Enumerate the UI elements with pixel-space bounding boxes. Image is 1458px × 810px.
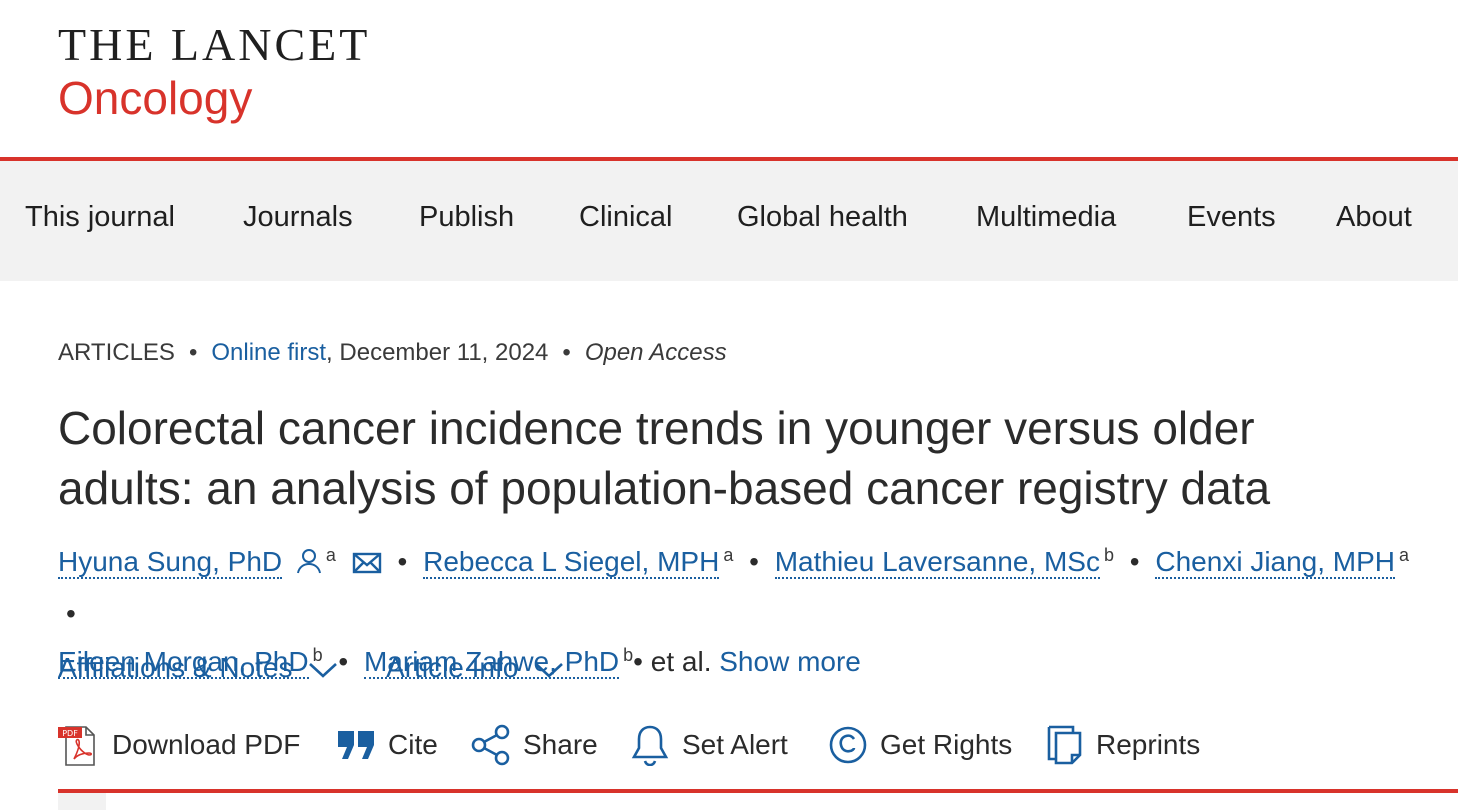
masthead: THE LANCET Oncology [0, 0, 1458, 158]
author-link[interactable]: Eileen Morgan, PhD [58, 646, 309, 679]
chevron-down-icon [309, 663, 338, 678]
nav-item-clinical[interactable]: Clinical [579, 201, 673, 233]
quote-icon [338, 729, 376, 761]
affiliation-sup: a [723, 544, 734, 565]
nav-item-journals[interactable]: Journals [243, 201, 353, 233]
reprints-icon [1046, 724, 1084, 766]
author-separator: • [66, 598, 76, 629]
share-button[interactable]: Share [471, 720, 598, 770]
download-pdf-button[interactable]: PDF Download PDF [58, 720, 300, 770]
affiliations-notes-toggle[interactable]: Affiliations & Notes [58, 652, 338, 684]
author-link[interactable]: Rebecca L Siegel, MPH [423, 546, 720, 579]
author-separator: • [633, 646, 643, 677]
reprints-label: Reprints [1096, 729, 1201, 760]
svg-text:PDF: PDF [62, 729, 78, 738]
open-access-label: Open Access [584, 339, 727, 366]
pdf-icon: PDF [58, 723, 100, 767]
affiliation-sup: b [312, 644, 323, 665]
et-al-text: et al. [650, 646, 712, 677]
logo-oncology: Oncology [58, 72, 253, 124]
author-list: Hyuna Sung, PhD a • Rebecca L Siegel, MP… [58, 538, 1438, 686]
author-link[interactable]: Mathieu Laversanne, MSc [774, 546, 1100, 579]
main-nav: This journal Journals Publish Clinical G… [0, 161, 1458, 281]
bell-icon [630, 724, 670, 766]
get-rights-label: Get Rights [880, 729, 1013, 760]
email-icon[interactable] [352, 542, 382, 590]
author-separator: • [749, 546, 759, 577]
meta-separator: • [562, 339, 571, 366]
author-separator: • [1129, 546, 1140, 577]
article-type: ARTICLES [58, 339, 175, 366]
article-info-toggle[interactable]: Article Info [386, 652, 564, 684]
corresponding-author-icon [296, 542, 322, 590]
meta-separator: • [188, 339, 198, 366]
nav-item-multimedia[interactable]: Multimedia [976, 201, 1117, 233]
article-meta: ARTICLES • Online first, December 11, 2024… [58, 339, 727, 367]
affiliation-sup: a [325, 544, 336, 565]
toolbar-divider [58, 789, 1458, 793]
nav-item-global-health[interactable]: Global health [737, 201, 908, 233]
show-more-authors-link[interactable]: Show more [719, 646, 861, 677]
section-tab-stub [58, 793, 106, 810]
set-alert-button[interactable]: Set Alert [630, 720, 788, 770]
article-expanders: Affiliations & Notes Article Info [58, 652, 604, 684]
affiliations-notes-label: Affiliations & Notes [58, 652, 293, 683]
nav-item-events[interactable]: Events [1187, 201, 1276, 233]
author-link[interactable]: Mariam Zahwe, PhD [363, 646, 620, 679]
nav-item-publish[interactable]: Publish [419, 201, 515, 233]
author-link[interactable]: Chenxi Jiang, MPH [1155, 546, 1396, 579]
get-rights-button[interactable]: Get Rights [828, 720, 1012, 770]
cite-button[interactable]: Cite [338, 720, 438, 770]
affiliation-sup: b [1103, 544, 1114, 565]
set-alert-label: Set Alert [682, 729, 788, 760]
article-title: Colorectal cancer incidence trends in yo… [58, 402, 1271, 514]
share-icon [471, 724, 511, 766]
author-link[interactable]: Hyuna Sung, PhD [58, 546, 283, 579]
header-divider [0, 157, 1458, 161]
affiliation-sup: b [623, 644, 634, 665]
publication-date: , December 11, 2024 [326, 339, 549, 366]
affiliation-sup: a [1399, 544, 1410, 565]
author-separator: • [397, 546, 408, 577]
cite-label: Cite [388, 729, 438, 760]
journal-logo[interactable]: THE LANCET Oncology [58, 22, 370, 126]
article-info-label: Article Info [386, 652, 519, 683]
nav-item-about[interactable]: About [1336, 201, 1412, 233]
share-label: Share [523, 729, 598, 760]
author-separator: • [338, 646, 349, 677]
reprints-button[interactable]: Reprints [1046, 720, 1200, 770]
chevron-down-icon [535, 663, 564, 678]
online-first-link[interactable]: Online first [211, 339, 327, 366]
logo-the-lancet: THE LANCET [58, 19, 371, 70]
download-pdf-label: Download PDF [112, 729, 301, 760]
copyright-icon [828, 725, 868, 765]
nav-item-this-journal[interactable]: This journal [25, 201, 175, 233]
